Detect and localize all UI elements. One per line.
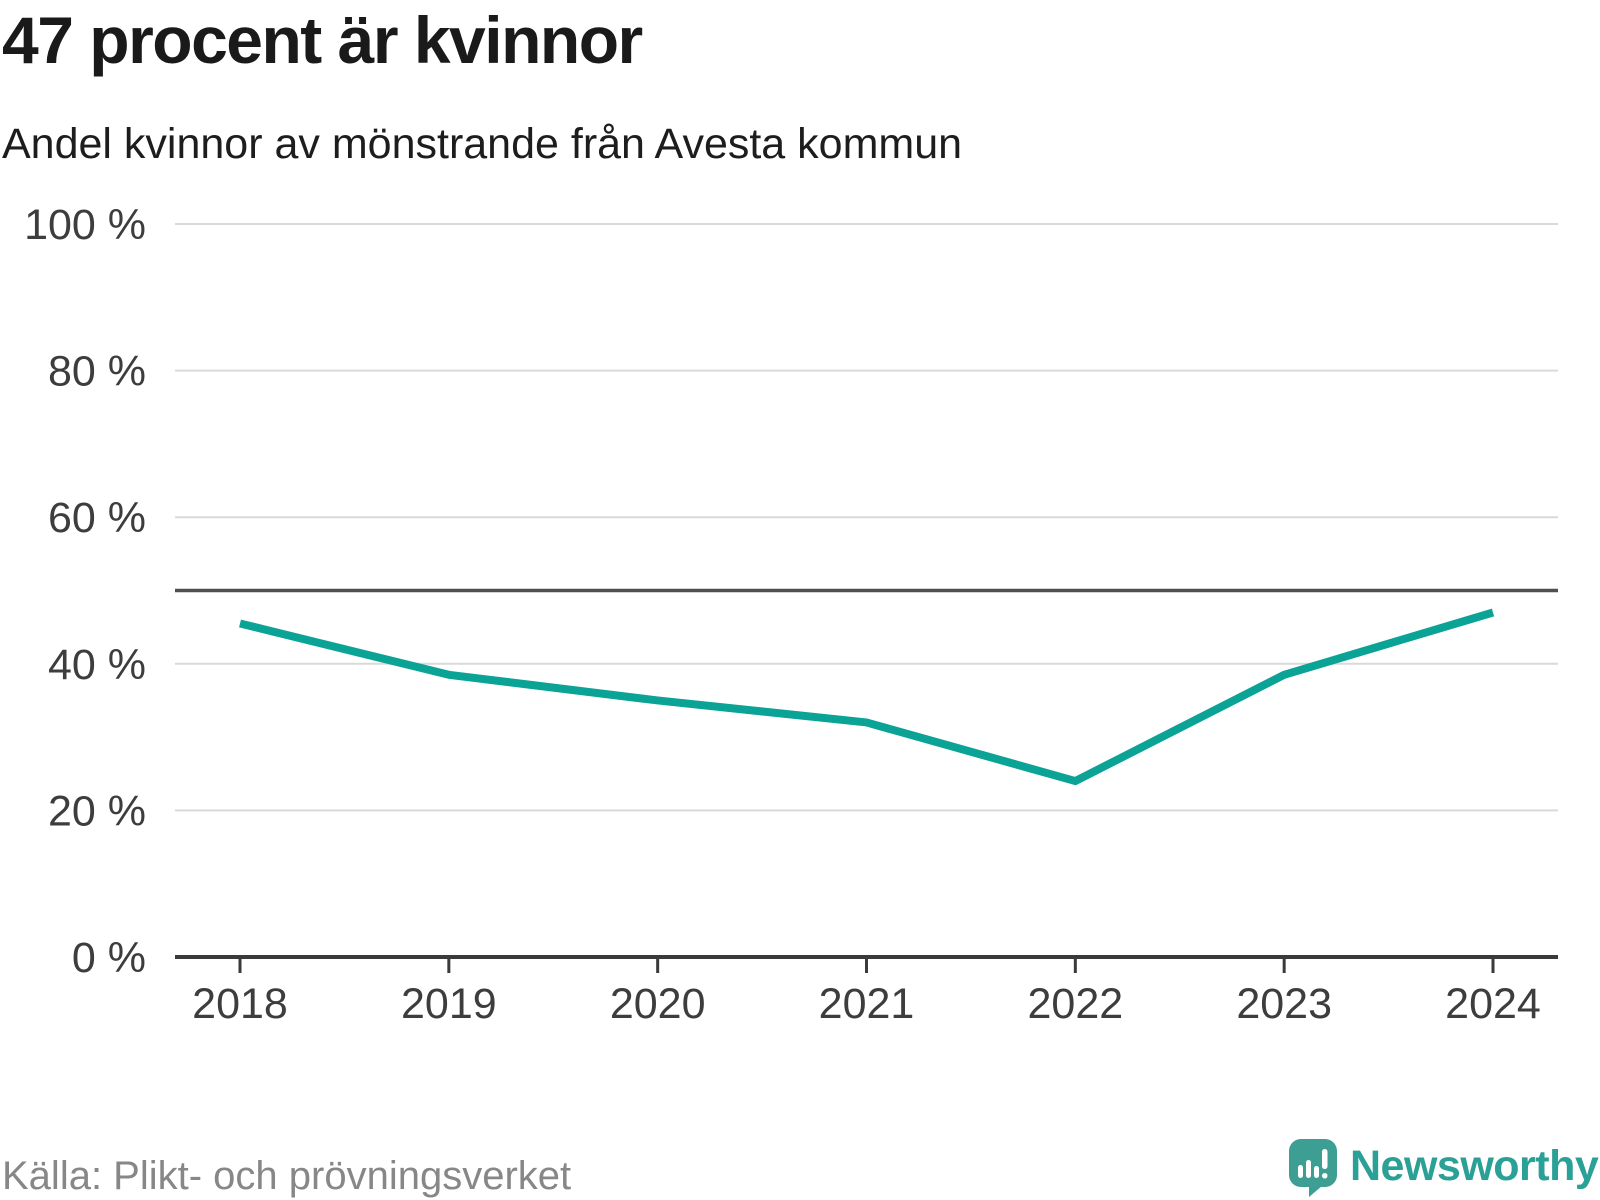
logo-bar-icon	[1306, 1160, 1311, 1178]
x-axis-label: 2020	[610, 980, 706, 1028]
chart-subtitle: Andel kvinnor av mönstrande från Avesta …	[2, 120, 963, 168]
x-axis-label: 2024	[1445, 980, 1541, 1028]
x-axis-label: 2022	[1027, 980, 1123, 1028]
y-axis-label: 100 %	[24, 201, 146, 249]
newsworthy-logo-icon	[1289, 1139, 1337, 1197]
x-axis-label: 2018	[192, 980, 288, 1028]
logo-exclamation-icon	[1322, 1149, 1328, 1169]
y-axis-label: 60 %	[48, 494, 146, 542]
x-axis-label: 2023	[1236, 980, 1332, 1028]
y-axis-label: 40 %	[48, 641, 146, 689]
y-axis-label: 0 %	[72, 934, 146, 982]
data-line-andel-kvinnor-av-m-nstrande	[239, 608, 1495, 786]
newsworthy-brand-name: Newsworthy	[1350, 1142, 1599, 1190]
logo-exclamation-dot-icon	[1322, 1173, 1328, 1179]
x-axis-label: 2021	[819, 980, 915, 1028]
y-axis-label: 20 %	[48, 787, 146, 835]
logo-bar-icon	[1298, 1165, 1303, 1178]
newsworthy-brand: Newsworthy	[1289, 1139, 1599, 1198]
x-axis-label: 2019	[401, 980, 497, 1028]
logo-bar-icon	[1314, 1166, 1319, 1178]
y-axis-label: 80 %	[48, 348, 146, 396]
chart-title: 47 procent är kvinnor	[2, 3, 643, 77]
source-note: Källa: Plikt- och prövningsverket	[2, 1154, 572, 1198]
